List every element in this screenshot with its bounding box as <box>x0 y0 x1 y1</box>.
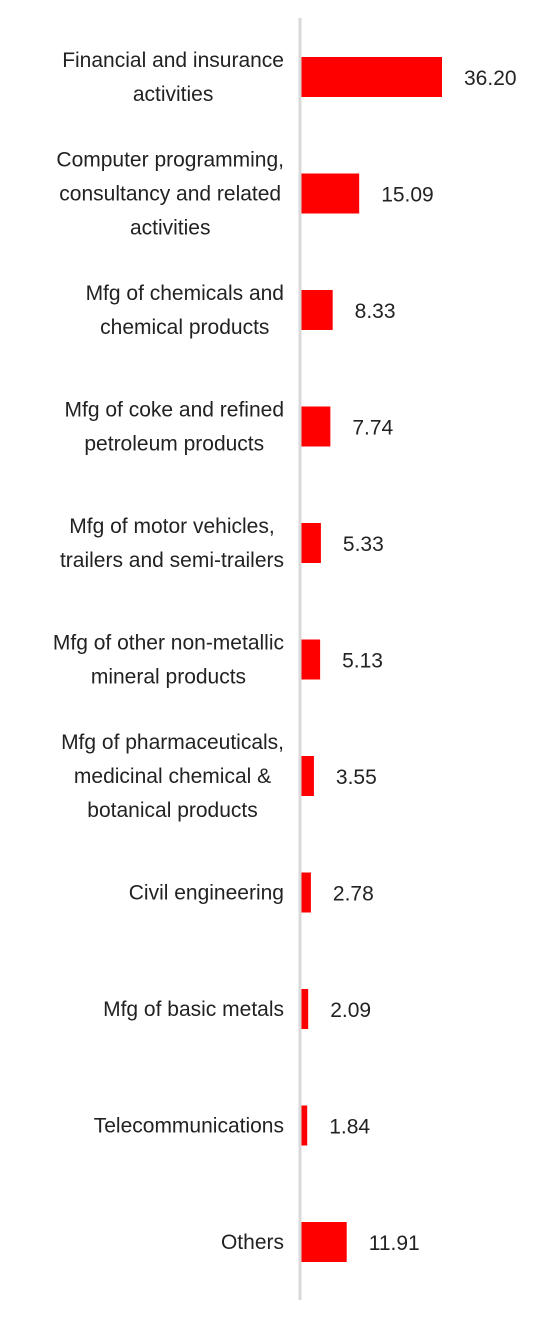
bar <box>300 1105 308 1146</box>
category-label-line: medicinal chemical & <box>74 765 271 788</box>
category-label-line: Mfg of other non-metallic <box>53 632 284 655</box>
category-label: Mfg of coke and refined petroleum product… <box>65 399 284 456</box>
category-label-line: activities <box>130 217 211 240</box>
value-label: 5.33 <box>343 533 384 556</box>
category-label: Mfg of motor vehicles, trailers and semi-… <box>60 515 284 572</box>
category-label: Mfg of basic metals <box>103 998 284 1021</box>
category-label-line: Mfg of basic metals <box>103 998 284 1021</box>
value-label: 5.13 <box>342 650 383 673</box>
bar <box>300 1222 347 1262</box>
value-label: 2.78 <box>333 883 374 906</box>
category-label-line: Mfg of chemicals and <box>86 282 284 305</box>
value-label: 7.74 <box>352 417 393 440</box>
value-label: 15.09 <box>381 184 434 207</box>
category-label-line: Mfg of pharmaceuticals, <box>61 731 284 754</box>
category-label: Civil engineering <box>129 882 284 905</box>
category-label-line: consultancy and related <box>59 183 281 206</box>
category-label-line: Mfg of coke and refined <box>65 399 284 422</box>
category-label: Mfg of chemicals and chemical products <box>86 282 284 339</box>
category-label: Financial and insurance activities <box>62 49 284 106</box>
value-label: 36.20 <box>464 67 517 90</box>
bar <box>300 173 360 214</box>
bar <box>300 57 442 97</box>
category-label-line: trailers and semi-trailers <box>60 549 284 572</box>
category-label: Others <box>221 1231 284 1254</box>
category-label-line: chemical products <box>100 316 269 339</box>
category-label-line: petroleum products <box>84 433 264 456</box>
category-label: Computer programming, consultancy and rel… <box>56 149 284 240</box>
value-label: 2.09 <box>330 999 371 1022</box>
category-labels-group: Financial and insurance activitiesCompute… <box>53 49 284 1254</box>
bar <box>300 756 314 796</box>
category-label-line: Telecommunications <box>94 1115 284 1138</box>
category-label-line: botanical products <box>87 799 257 822</box>
category-label-line: Financial and insurance <box>62 49 284 72</box>
value-label: 1.84 <box>329 1116 370 1139</box>
bar <box>300 290 333 330</box>
category-label-line: Others <box>221 1231 284 1254</box>
value-labels-group: 36.20 15.09 8.33 7.74 5.33 5.13 3.55 2.78 2.09 1.… <box>329 67 516 1255</box>
category-label-line: Civil engineering <box>129 882 284 905</box>
bar <box>300 523 321 563</box>
category-label-line: Computer programming, <box>56 149 284 172</box>
category-label-line: mineral products <box>91 666 246 689</box>
bar <box>300 406 331 447</box>
category-label-line: activities <box>133 83 214 106</box>
bar <box>300 872 311 913</box>
category-label-line: Mfg of motor vehicles, <box>69 515 274 538</box>
category-label: Mfg of pharmaceuticals, medicinal chemica… <box>61 731 284 822</box>
category-label: Telecommunications <box>94 1115 284 1138</box>
category-label: Mfg of other non-metallic mineral product… <box>53 632 284 689</box>
bar <box>300 989 309 1029</box>
value-label: 11.91 <box>369 1232 420 1255</box>
bar <box>300 639 321 680</box>
bars-group <box>300 57 442 1262</box>
value-label: 8.33 <box>355 300 396 323</box>
value-label: 3.55 <box>336 766 377 789</box>
